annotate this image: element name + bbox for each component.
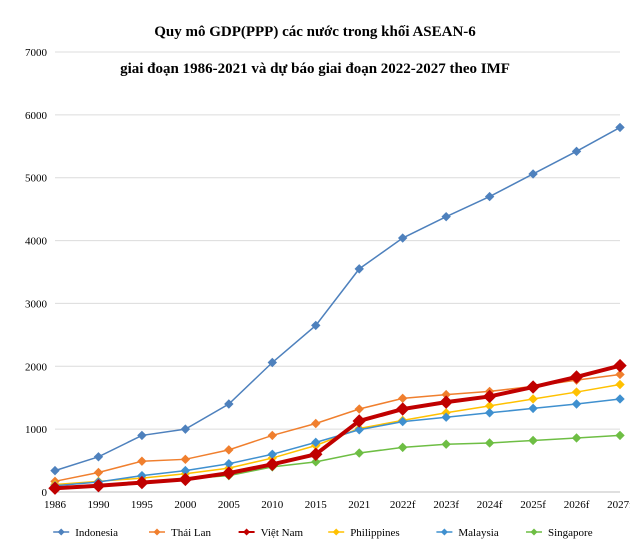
series-marker <box>94 469 102 477</box>
series-marker <box>573 434 581 442</box>
series-marker <box>397 403 409 415</box>
series-marker <box>573 147 581 155</box>
series-marker <box>616 381 624 389</box>
series-marker <box>266 458 278 470</box>
y-tick-label: 1000 <box>25 424 48 436</box>
series-marker <box>616 431 624 439</box>
x-tick-label: 2005 <box>218 499 241 511</box>
legend-label: Việt Nam <box>261 527 304 539</box>
x-tick-label: 2021 <box>348 499 370 511</box>
chart-svg: 0100020003000400050006000700019861990199… <box>0 0 630 549</box>
series-marker <box>440 396 452 408</box>
legend-label: Indonesia <box>75 527 118 539</box>
series-marker <box>527 381 539 393</box>
series-marker <box>529 395 537 403</box>
y-tick-label: 2000 <box>25 361 48 373</box>
legend-marker <box>531 529 538 536</box>
legend-label: Thái Lan <box>171 527 212 539</box>
legend-label: Malaysia <box>458 527 498 539</box>
legend-marker <box>441 529 448 536</box>
x-tick-label: 2024f <box>477 499 503 511</box>
series-marker <box>529 170 537 178</box>
series-marker <box>179 473 191 485</box>
x-tick-label: 1995 <box>131 499 154 511</box>
series-marker <box>399 443 407 451</box>
legend-label: Philippines <box>350 527 400 539</box>
x-tick-label: 2022f <box>390 499 416 511</box>
chart-title-line2: giai đoạn 1986-2021 và dự báo giai đoạn … <box>120 61 510 77</box>
x-tick-label: 2010 <box>261 499 284 511</box>
series-marker <box>442 440 450 448</box>
series-marker <box>268 431 276 439</box>
x-tick-label: 2025f <box>520 499 546 511</box>
series-marker <box>138 431 146 439</box>
series-marker <box>355 405 363 413</box>
chart-container: Quy mô GDP(PPP) các nước trong khối ASEA… <box>0 0 630 549</box>
series-marker <box>616 395 624 403</box>
x-tick-label: 2015 <box>305 499 328 511</box>
y-tick-label: 0 <box>42 487 48 499</box>
series-line <box>55 127 620 470</box>
chart-title-line1: Quy mô GDP(PPP) các nước trong khối ASEA… <box>154 24 476 40</box>
series-marker <box>529 404 537 412</box>
series-marker <box>486 193 494 201</box>
y-tick-label: 4000 <box>25 236 48 248</box>
series-marker <box>573 388 581 396</box>
legend-marker <box>58 529 65 536</box>
series-marker <box>614 360 626 372</box>
y-tick-label: 5000 <box>25 173 48 185</box>
series-marker <box>442 213 450 221</box>
series-marker <box>181 455 189 463</box>
legend-marker <box>333 529 340 536</box>
series-marker <box>51 467 59 475</box>
series-marker <box>355 449 363 457</box>
series-marker <box>94 453 102 461</box>
x-tick-label: 2023f <box>433 499 459 511</box>
series-marker <box>486 409 494 417</box>
y-tick-label: 3000 <box>25 298 48 310</box>
series-marker <box>399 394 407 402</box>
legend-marker <box>243 529 250 536</box>
y-tick-label: 6000 <box>25 110 48 122</box>
chart-title: Quy mô GDP(PPP) các nước trong khối ASEA… <box>0 4 630 79</box>
series-marker <box>529 436 537 444</box>
legend-label: Singapore <box>548 527 593 539</box>
series-marker <box>225 446 233 454</box>
x-tick-label: 2027f <box>607 499 630 511</box>
legend-marker <box>154 529 161 536</box>
x-tick-label: 2000 <box>174 499 197 511</box>
series-marker <box>616 123 624 131</box>
series-marker <box>181 425 189 433</box>
legend: Indonesia Thái Lan Việt Nam Philippines Mala… <box>53 527 593 539</box>
series-marker <box>312 419 320 427</box>
x-tick-label: 1986 <box>44 499 67 511</box>
series-marker <box>573 400 581 408</box>
x-tick-label: 2026f <box>564 499 590 511</box>
x-tick-label: 1990 <box>87 499 110 511</box>
series-marker <box>486 439 494 447</box>
series-marker <box>138 457 146 465</box>
